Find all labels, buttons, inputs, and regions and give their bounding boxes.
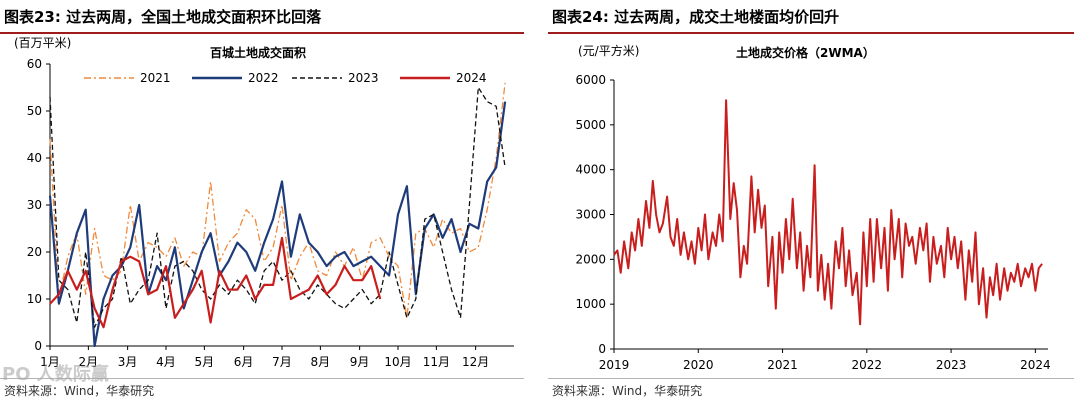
- right-unit-label: (元/平方米): [578, 44, 640, 58]
- left-source: 资料来源：Wind，华泰研究: [4, 384, 155, 398]
- left-y-tick-label: 40: [27, 151, 42, 165]
- left-x-tick-label: 9月: [350, 355, 370, 369]
- right-y-tick-label: 3000: [575, 208, 606, 222]
- right-title-rule: [548, 32, 1074, 34]
- right-chart-title: 土地成交价格（2WMA）: [736, 46, 875, 60]
- left-figure-panel: 图表23: 过去两周，全国土地成交面积环比回落 (百万平米) 百城土地成交面积 …: [0, 0, 530, 405]
- right-y-tick-label: 4000: [575, 163, 606, 177]
- left-y-tick-label: 60: [27, 57, 42, 71]
- left-chart-svg: 0 10 20 30 40 50 60 1月 2月 3月 4月 5月 6月 7月 8月 9月 10月 11月 12月…: [27, 57, 514, 369]
- left-x-tick-label: 3月: [118, 355, 138, 369]
- right-figure-title: 图表24: 过去两周，成交土地楼面均价回升: [552, 4, 839, 30]
- right-x-tick-label: 2020: [683, 358, 714, 372]
- left-x-tick-label: 5月: [195, 355, 215, 369]
- series-line-2022: [48, 101, 507, 348]
- series-line-2021: [49, 82, 506, 319]
- right-chart-svg: 0 1000 2000 3000 4000 5000 6000 2019 2020 2021 202…: [575, 73, 1051, 372]
- left-figure-title: 图表23: 过去两周，全国土地成交面积环比回落: [4, 4, 321, 30]
- right-figure-number: 图表24:: [552, 8, 609, 26]
- left-unit-label: (百万平米): [14, 36, 72, 50]
- left-y-tick-label: 0: [34, 339, 42, 353]
- left-x-tick-label: 1月: [40, 355, 60, 369]
- right-x-tick-label: 2019: [599, 358, 630, 372]
- left-x-tick-label: 11月: [423, 355, 450, 369]
- left-x-tick-label: 8月: [311, 355, 331, 369]
- left-figure-number: 图表23:: [4, 8, 61, 26]
- right-bottom-rule: [548, 378, 1074, 379]
- watermark-text: PO 人数际赢: [2, 364, 109, 385]
- left-y-tick-label: 10: [27, 292, 42, 306]
- right-figure-title-text: 过去两周，成交土地楼面均价回升: [614, 8, 840, 26]
- price-series-line: [613, 99, 1043, 326]
- left-y-tick-label: 30: [27, 198, 42, 212]
- left-y-tick-label: 50: [27, 104, 42, 118]
- right-x-tick-label: 2023: [936, 358, 967, 372]
- left-x-tick-label: 6月: [234, 355, 254, 369]
- right-y-tick-label: 1000: [575, 297, 606, 311]
- right-y-tick-label: 2000: [575, 252, 606, 266]
- right-figure-panel: 图表24: 过去两周，成交土地楼面均价回升 (元/平方米) 土地成交价格（2WM…: [548, 0, 1080, 405]
- right-y-tick-label: 0: [598, 342, 606, 356]
- watermark-logo: PO 人数际赢: [2, 360, 109, 386]
- left-x-tick-label: 12月: [462, 355, 489, 369]
- left-x-tick-label: 7月: [272, 355, 292, 369]
- legend-label-2022: 2022: [248, 71, 279, 85]
- left-x-tick-label: 10月: [384, 355, 411, 369]
- right-y-tick-label: 5000: [575, 118, 606, 132]
- left-title-rule: [0, 32, 524, 34]
- legend-label-2023: 2023: [348, 71, 379, 85]
- right-x-tick-label: 2021: [767, 358, 798, 372]
- right-source: 资料来源：Wind，华泰研究: [552, 384, 703, 398]
- left-x-tick-label: 4月: [156, 355, 176, 369]
- right-x-tick-label: 2024: [1020, 358, 1051, 372]
- right-x-tick-label: 2022: [852, 358, 883, 372]
- legend-label-2021: 2021: [140, 71, 171, 85]
- left-figure-title-text: 过去两周，全国土地成交面积环比回落: [66, 8, 322, 26]
- series-line-2023: [49, 86, 506, 328]
- left-chart-title: 百城土地成交面积: [210, 46, 307, 60]
- left-x-tick-label: 2月: [79, 355, 99, 369]
- left-bottom-rule: [0, 378, 524, 379]
- left-y-tick-label: 20: [27, 245, 42, 259]
- series-line-2024: [49, 236, 382, 329]
- legend-label-2024: 2024: [456, 71, 487, 85]
- right-y-tick-label: 6000: [575, 73, 606, 87]
